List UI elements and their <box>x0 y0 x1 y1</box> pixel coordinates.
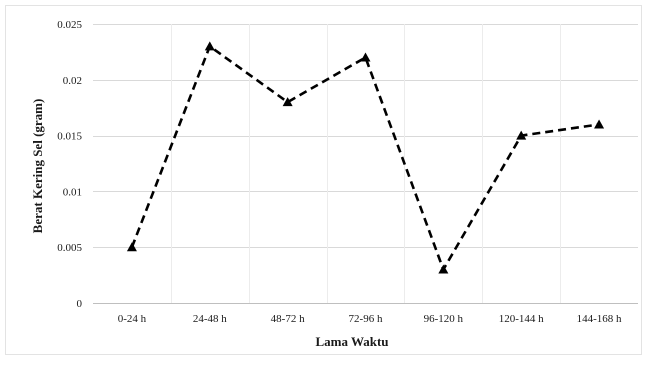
gridlines <box>93 24 638 303</box>
data-point-marker <box>438 264 449 274</box>
data-point-marker <box>360 52 371 62</box>
y-tick-labels: 0 0.005 0.01 0.015 0.02 0.025 <box>57 19 82 310</box>
y-tick-label: 0.02 <box>63 75 82 87</box>
x-tick-label: 24-48 h <box>193 313 227 325</box>
x-tick-labels: 0-24 h 24-48 h 48-72 h 72-96 h 96-120 h 120-1… <box>118 313 622 325</box>
y-tick-label: 0.005 <box>57 242 82 254</box>
y-axis-title: Berat Kering Sel (gram) <box>30 99 45 234</box>
y-tick-label: 0.01 <box>63 186 82 198</box>
x-tick-label: 72-96 h <box>349 313 383 325</box>
data-point-marker <box>126 242 137 252</box>
data-point-marker <box>204 41 215 51</box>
y-tick-label: 0.025 <box>57 19 82 31</box>
data-point-marker <box>516 130 527 140</box>
data-point-marker <box>594 119 605 129</box>
x-tick-label: 120-144 h <box>499 313 544 325</box>
x-tick-label: 96-120 h <box>424 313 464 325</box>
y-tick-label: 0 <box>77 298 83 310</box>
y-tick-label: 0.015 <box>57 131 82 143</box>
x-tick-label: 48-72 h <box>271 313 305 325</box>
x-axis-title: Lama Waktu <box>315 334 388 349</box>
x-tick-label: 0-24 h <box>118 313 147 325</box>
data-series <box>126 41 605 274</box>
chart-frame <box>5 5 642 355</box>
x-tick-label: 144-168 h <box>577 313 622 325</box>
data-point-marker <box>282 97 293 107</box>
